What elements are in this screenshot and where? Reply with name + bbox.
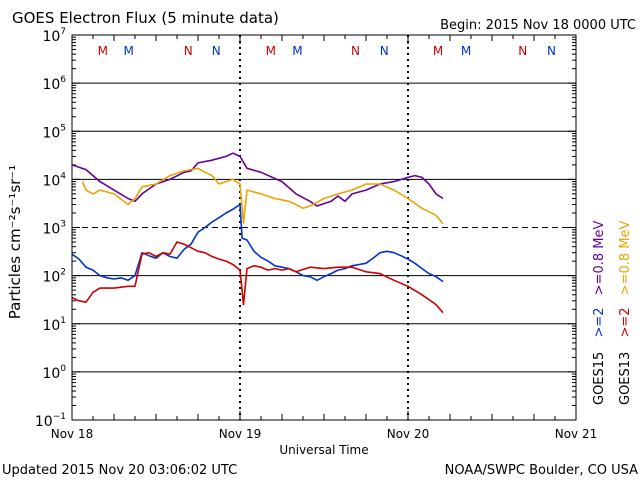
satellite-marker: M	[292, 44, 302, 58]
legend-goes13-line: GOES13 >=2 >=0.8 MeV	[618, 221, 633, 405]
series-line	[81, 167, 444, 225]
y-tick-base: 10	[42, 29, 60, 45]
legend-goes15-label: GOES15	[592, 352, 607, 405]
y-tick-base: 10	[42, 222, 60, 238]
satellite-marker: M	[433, 44, 443, 58]
satellite-marker: N	[518, 44, 527, 58]
satellite-marker: M	[266, 44, 276, 58]
satellite-marker: M	[461, 44, 471, 58]
satellite-marker: N	[547, 44, 556, 58]
y-tick-exponent: 0	[60, 364, 66, 374]
legend-goes13-label: GOES13	[618, 352, 633, 405]
satellite-marker: M	[98, 44, 108, 58]
y-tick-base: 10	[42, 77, 60, 93]
y-tick-exponent: 1	[60, 316, 66, 326]
y-axis-label: Particles cm⁻²s⁻¹sr⁻¹	[6, 165, 24, 319]
grid-layer	[71, 34, 577, 421]
series-2	[71, 203, 444, 283]
footer-credit: NOAA/SWPC Boulder, CO USA	[445, 463, 638, 478]
y-tick-exponent: −1	[53, 412, 66, 422]
legend-goes13-2mev: >=2	[618, 307, 633, 337]
x-tick-label: Nov 21	[555, 427, 598, 441]
y-tick-label: 102	[42, 268, 66, 286]
y-tick-label: 103	[42, 220, 66, 238]
legend-goes15-line: GOES15 >=2 >=0.8 MeV	[592, 221, 607, 405]
y-tick-label: 100	[42, 364, 66, 382]
series-line	[71, 203, 444, 283]
y-tick-base: 10	[35, 414, 53, 430]
footer-updated: Updated 2015 Nov 20 03:06:02 UTC	[2, 463, 237, 478]
satellite-marker: N	[212, 44, 221, 58]
series-line	[71, 152, 444, 207]
y-tick-label: 10−1	[35, 412, 66, 430]
satellite-marker: N	[351, 44, 360, 58]
x-tick-labels: Nov 18 Nov 19 Nov 20 Nov 21	[51, 427, 598, 441]
begin-label: Begin: 2015 Nov 18 0000 UTC	[440, 18, 636, 33]
y-tick-base: 10	[42, 318, 60, 334]
y-tick-exponent: 4	[60, 171, 66, 181]
satellite-marker: N	[380, 44, 389, 58]
plot-frame	[71, 34, 577, 421]
y-tick-label: 107	[42, 27, 66, 45]
x-tick-label: Nov 19	[219, 427, 262, 441]
y-tick-base: 10	[42, 270, 60, 286]
legend-goes13-08mev: >=0.8 MeV	[618, 221, 633, 296]
y-tick-exponent: 6	[60, 75, 66, 85]
y-tick-base: 10	[42, 366, 60, 382]
legend-goes15-08mev: >=0.8 MeV	[592, 221, 607, 296]
y-tick-exponent: 2	[60, 268, 66, 278]
y-tick-exponent: 7	[60, 27, 66, 37]
series-3	[71, 241, 444, 314]
y-tick-label: 106	[42, 75, 66, 93]
right-legend: GOES15 >=2 >=0.8 MeV GOES13 >=2 >=0.8 Me…	[592, 221, 633, 405]
satellite-marker: N	[184, 44, 193, 58]
series-0	[71, 152, 444, 207]
y-tick-exponent: 5	[60, 123, 66, 133]
y-tick-label: 104	[42, 171, 66, 189]
y-tick-label: 105	[42, 123, 66, 141]
y-tick-base: 10	[42, 173, 60, 189]
x-tick-label: Nov 18	[51, 427, 94, 441]
y-tick-label: 101	[42, 316, 66, 334]
y-tick-base: 10	[42, 125, 60, 141]
series-1	[81, 167, 444, 225]
x-axis-label: Universal Time	[279, 443, 368, 457]
y-tick-exponent: 3	[60, 220, 66, 230]
series-layer	[71, 152, 444, 314]
satellite-marker: M	[124, 44, 134, 58]
chart-title: GOES Electron Flux (5 minute data)	[12, 9, 279, 27]
legend-goes15-2mev: >=2	[592, 307, 607, 337]
series-line	[71, 241, 444, 314]
x-tick-label: Nov 20	[387, 427, 430, 441]
